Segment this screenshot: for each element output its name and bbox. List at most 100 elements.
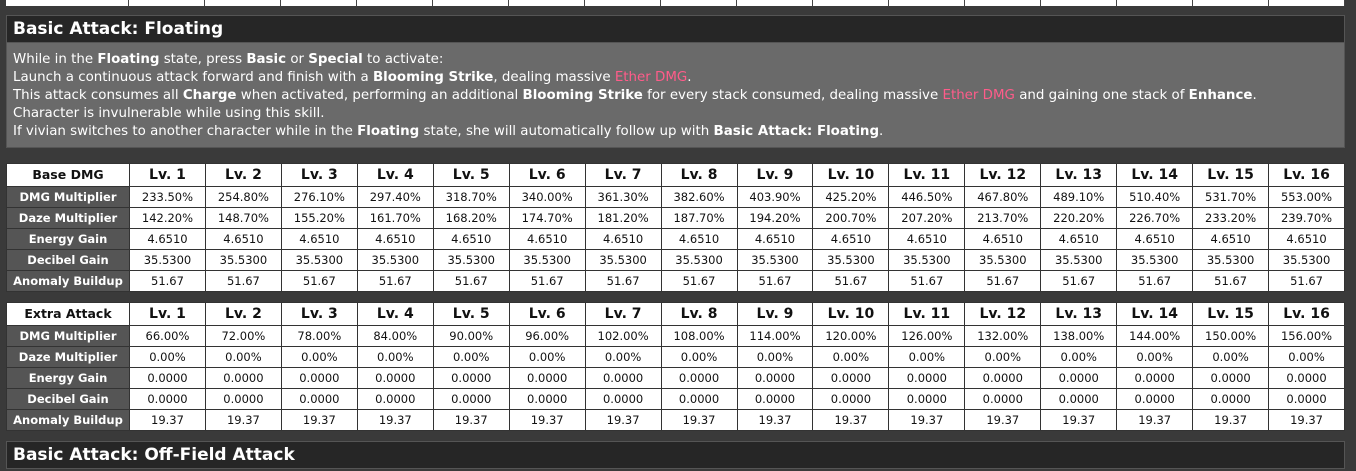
- level-header: Lv. 14: [1116, 302, 1194, 326]
- table-cell: 4.6510: [964, 228, 1042, 250]
- table-cell: 4.6510: [1040, 228, 1118, 250]
- table-cell: 467.80%: [964, 186, 1042, 208]
- table-cell: 51.67: [736, 270, 814, 292]
- table-cell: 4.6510: [660, 228, 738, 250]
- table-cell: 132.00%: [964, 325, 1042, 347]
- table-cell: 19.37: [1268, 409, 1345, 431]
- table-cell: 0.0000: [432, 388, 510, 410]
- table-cell: 51.67: [129, 270, 206, 292]
- table-cell: 220.20%: [1040, 207, 1118, 229]
- table-cell: 174.70%: [508, 207, 586, 229]
- table-cell: 19.37: [888, 409, 966, 431]
- table-row: Anomaly Buildup 19.37 19.37 19.37 19.37 19.37…: [6, 409, 1345, 431]
- table-row: DMG Multiplier 66.00% 72.00% 78.00% 84.00% 90…: [6, 325, 1345, 347]
- table-cell: 19.37: [660, 409, 738, 431]
- table-row: Daze Multiplier 142.20% 148.70% 155.20% 161.…: [6, 207, 1345, 229]
- table-cell: 0.00%: [1116, 346, 1194, 368]
- table-cell: 19.37: [432, 409, 510, 431]
- table-cell: 489.10%: [1040, 186, 1118, 208]
- table-cell: 51.67: [432, 270, 510, 292]
- description-line: This attack consumes all Charge when act…: [13, 88, 1257, 103]
- table-cell: 0.00%: [584, 346, 662, 368]
- row-label: Decibel Gain: [6, 388, 130, 410]
- level-header: Lv. 2: [204, 302, 282, 326]
- table-cell: 142.20%: [129, 207, 206, 229]
- table-cell: 78.00%: [280, 325, 358, 347]
- table-cell: 0.0000: [1116, 388, 1194, 410]
- base-dmg-table: Base DMG Lv. 1 Lv. 2 Lv. 3 Lv. 4 Lv. 5 Lv. 6 Lv…: [6, 163, 1345, 292]
- level-header: Lv. 16: [1268, 163, 1345, 187]
- row-label: Energy Gain: [6, 228, 130, 250]
- table-cell: 35.5300: [660, 249, 738, 271]
- table-cell: 51.67: [660, 270, 738, 292]
- level-header: Lv. 16: [1268, 302, 1345, 326]
- section-title-floating: Basic Attack: Floating: [6, 15, 1345, 43]
- table-cell: 187.70%: [660, 207, 738, 229]
- table-row: Decibel Gain 35.5300 35.5300 35.5300 35.5300…: [6, 249, 1345, 271]
- table-cell: 0.0000: [508, 388, 586, 410]
- table-cell: 0.0000: [888, 388, 966, 410]
- description-line: If vivian switches to another character …: [13, 124, 884, 139]
- table-cell: 4.6510: [736, 228, 814, 250]
- table-cell: 51.67: [964, 270, 1042, 292]
- table-cell: 19.37: [129, 409, 206, 431]
- row-label: Decibel Gain: [6, 249, 130, 271]
- table-row: Decibel Gain 0.0000 0.0000 0.0000 0.0000 0.00…: [6, 388, 1345, 410]
- table-cell: 0.0000: [812, 367, 890, 389]
- table-cell: 138.00%: [1040, 325, 1118, 347]
- table-cell: 0.00%: [1040, 346, 1118, 368]
- level-header: Lv. 7: [584, 163, 662, 187]
- table-cell: 4.6510: [1116, 228, 1194, 250]
- level-header: Lv. 2: [204, 163, 282, 187]
- table-cell: 51.67: [888, 270, 966, 292]
- table-cell: 19.37: [964, 409, 1042, 431]
- table-cell: 51.67: [356, 270, 434, 292]
- table-cell: 0.00%: [888, 346, 966, 368]
- table-row: Anomaly Buildup 51.67 51.67 51.67 51.67 51.67…: [6, 270, 1345, 292]
- table-row: Energy Gain 4.6510 4.6510 4.6510 4.6510 4.651…: [6, 228, 1345, 250]
- level-header: Lv. 6: [508, 302, 586, 326]
- table-cell: 84.00%: [356, 325, 434, 347]
- table-cell: 403.90%: [736, 186, 814, 208]
- table-cell: 66.00%: [129, 325, 206, 347]
- table-cell: 19.37: [736, 409, 814, 431]
- table-cell: 72.00%: [204, 325, 282, 347]
- table-cell: 233.50%: [129, 186, 206, 208]
- table-cell: 51.67: [584, 270, 662, 292]
- table-cell: 0.0000: [356, 367, 434, 389]
- table-cell: 108.00%: [660, 325, 738, 347]
- table-cell: 0.0000: [1040, 388, 1118, 410]
- table-cell: 35.5300: [888, 249, 966, 271]
- level-header: Lv. 5: [432, 302, 510, 326]
- level-header: Lv. 15: [1192, 302, 1270, 326]
- table-cell: 194.20%: [736, 207, 814, 229]
- table-cell: 19.37: [584, 409, 662, 431]
- table-cell: 35.5300: [129, 249, 206, 271]
- table-cell: 4.6510: [508, 228, 586, 250]
- table-cell: 114.00%: [736, 325, 814, 347]
- table-cell: 35.5300: [280, 249, 358, 271]
- level-header: Lv. 12: [964, 302, 1042, 326]
- table-cell: 0.0000: [964, 388, 1042, 410]
- table-cell: 531.70%: [1192, 186, 1270, 208]
- table-cell: 446.50%: [888, 186, 966, 208]
- table-cell: 0.0000: [1192, 388, 1270, 410]
- table-cell: 4.6510: [584, 228, 662, 250]
- table-cell: 4.6510: [280, 228, 358, 250]
- table-cell: 200.70%: [812, 207, 890, 229]
- table-cell: 19.37: [356, 409, 434, 431]
- table-cell: 35.5300: [964, 249, 1042, 271]
- level-header: Lv. 12: [964, 163, 1042, 187]
- table-title: Extra Attack: [6, 302, 130, 326]
- table-cell: 0.0000: [508, 367, 586, 389]
- table-cell: 0.0000: [204, 367, 282, 389]
- skill-description: While in the Floating state, press Basic…: [6, 42, 1345, 148]
- table-cell: 102.00%: [584, 325, 662, 347]
- table-cell: 254.80%: [204, 186, 282, 208]
- level-header: Lv. 4: [356, 163, 434, 187]
- table-cell: 0.00%: [660, 346, 738, 368]
- row-label: DMG Multiplier: [6, 186, 130, 208]
- table-cell: 4.6510: [204, 228, 282, 250]
- table-cell: 0.0000: [432, 367, 510, 389]
- description-line: Character is invulnerable while using th…: [13, 106, 325, 121]
